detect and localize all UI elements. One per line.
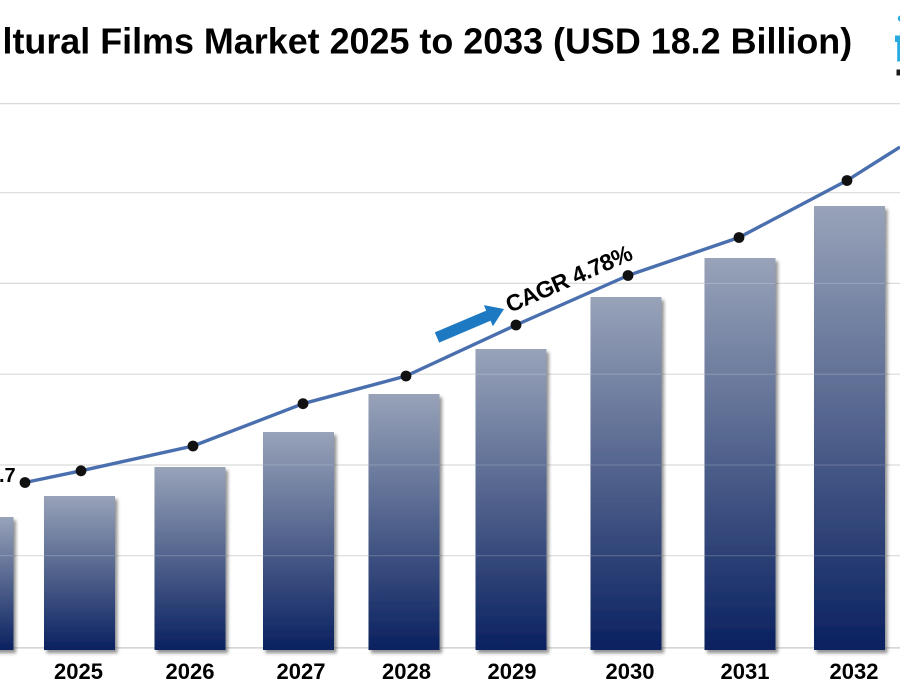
svg-text:2030: 2030 <box>606 659 655 684</box>
svg-text:12.7: 12.7 <box>0 465 16 487</box>
svg-text:2026: 2026 <box>166 659 215 684</box>
svg-text:2025: 2025 <box>54 659 103 684</box>
svg-text:Agricultural Films Market 2025: Agricultural Films Market 2025 to 2033 (… <box>0 22 852 62</box>
svg-text:2031: 2031 <box>721 659 770 684</box>
svg-text:2028: 2028 <box>382 659 431 684</box>
svg-text:2032: 2032 <box>830 659 879 684</box>
svg-text:2027: 2027 <box>277 659 326 684</box>
svg-text:2029: 2029 <box>488 659 537 684</box>
